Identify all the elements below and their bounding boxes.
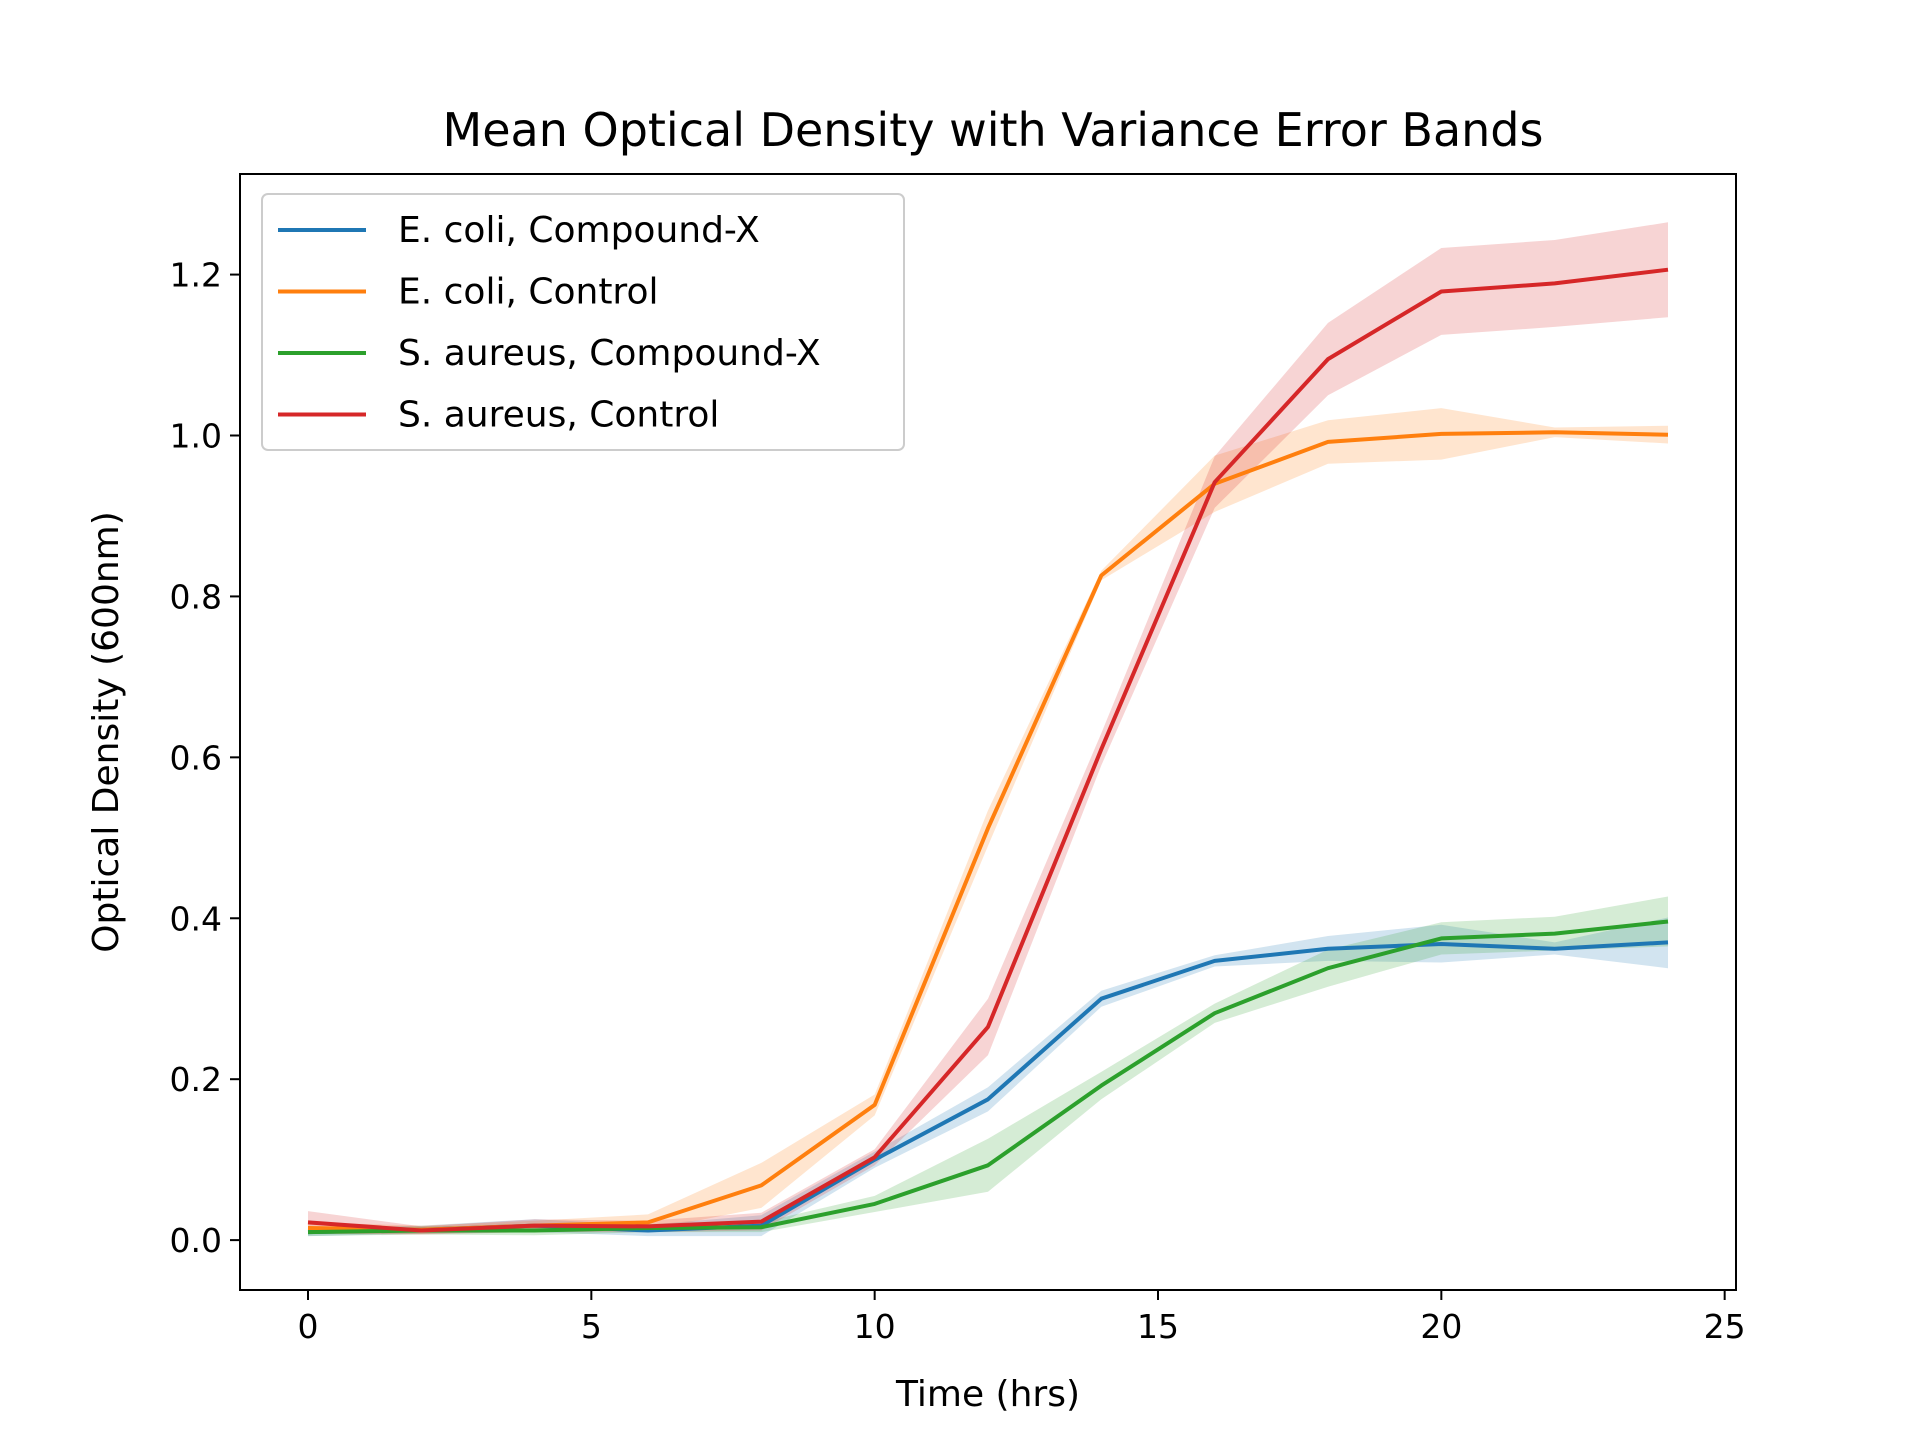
x-tick-label: 15 (1137, 1307, 1179, 1346)
legend-label-e-coli-compound-x: E. coli, Compound-X (398, 210, 760, 251)
y-axis-label: Optical Density (600nm) (86, 511, 127, 953)
y-tick-label: 0.8 (170, 577, 222, 616)
x-axis-ticks: 0 5 10 15 20 25 (298, 1290, 1746, 1346)
x-tick-label: 5 (581, 1307, 602, 1346)
chart-title: Mean Optical Density with Variance Error… (443, 103, 1544, 157)
legend-frame (261, 193, 905, 451)
y-tick-label: 0.4 (170, 899, 222, 938)
x-tick-label: 0 (298, 1307, 319, 1346)
x-tick-label: 20 (1420, 1307, 1462, 1346)
series-line-s-aureus-compound-x (307, 919, 1669, 1235)
y-tick-label: 1.0 (170, 416, 222, 455)
legend-label-s-aureus-compound-x: S. aureus, Compound-X (398, 333, 821, 374)
legend-label-s-aureus-control: S. aureus, Control (398, 395, 719, 436)
legend-label-e-coli-control: E. coli, Control (398, 272, 658, 313)
y-tick-label: 0.0 (170, 1221, 222, 1260)
error-band-e-coli-control (308, 408, 1668, 1234)
y-tick-label: 0.2 (170, 1060, 222, 1099)
legend: E. coli, Compound-X E. coli, Control S. au… (261, 193, 905, 451)
series-lines (307, 267, 1669, 1235)
y-tick-label: 1.2 (170, 256, 222, 295)
series-line-s-aureus-control (307, 267, 1669, 1233)
x-tick-label: 10 (854, 1307, 896, 1346)
x-axis-label: Time (hrs) (895, 1374, 1080, 1415)
y-tick-label: 0.6 (170, 738, 222, 777)
error-band-s-aureus-compound-x (308, 896, 1668, 1237)
y-axis-ticks: 0.0 0.2 0.4 0.6 0.8 1.0 1.2 (170, 256, 240, 1260)
error-band-s-aureus-control (308, 222, 1668, 1235)
x-tick-label: 25 (1704, 1307, 1746, 1346)
plot-frame (239, 173, 1737, 1291)
